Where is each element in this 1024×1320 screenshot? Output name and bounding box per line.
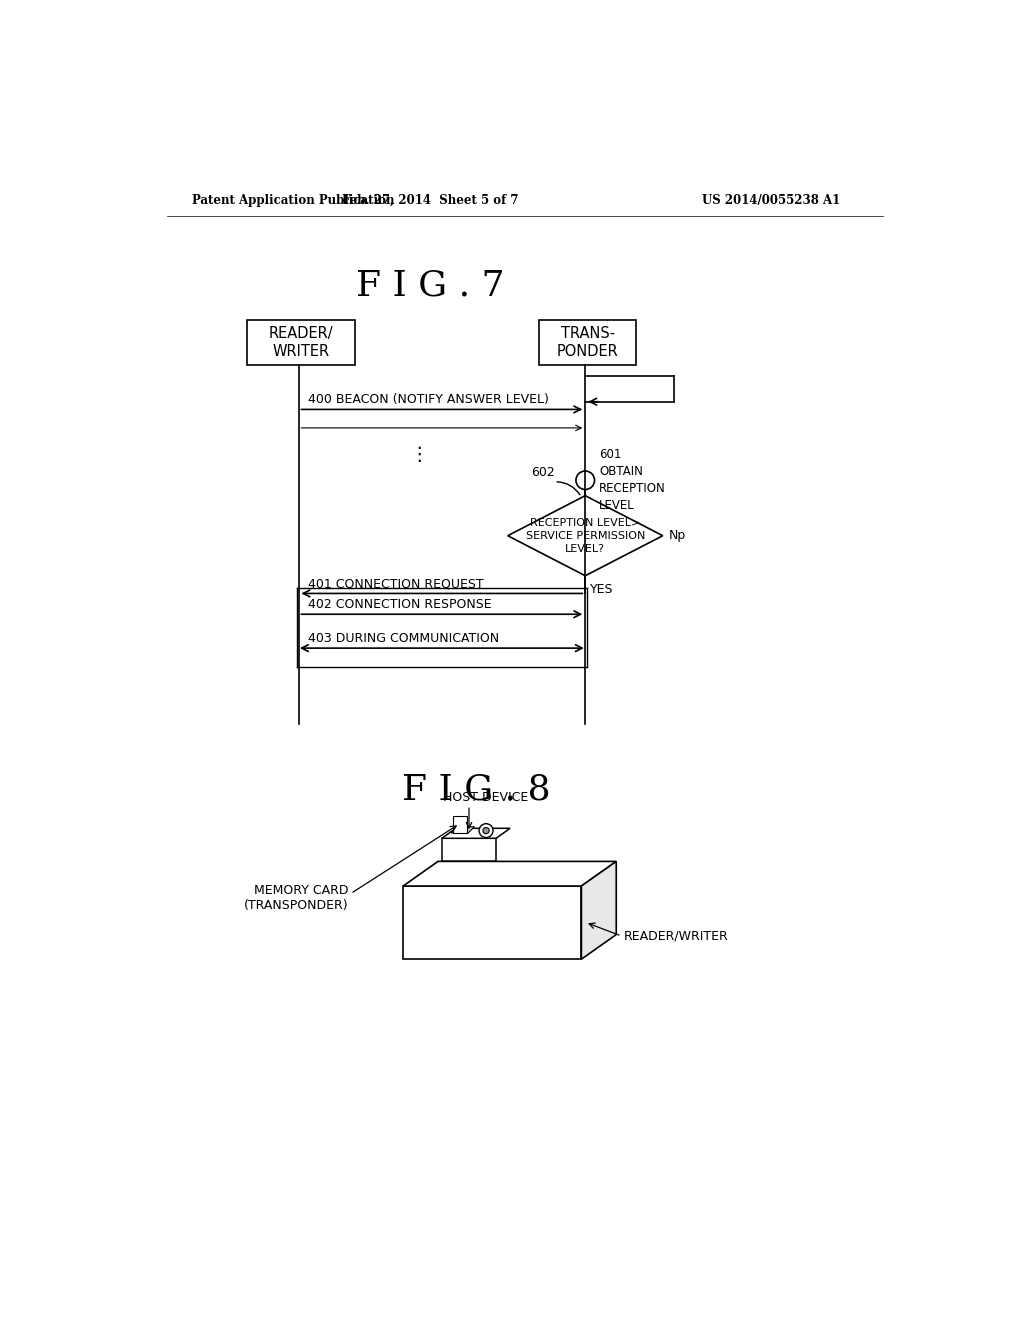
Text: 401 CONNECTION REQUEST: 401 CONNECTION REQUEST [308,577,483,590]
Text: 403 DURING COMMUNICATION: 403 DURING COMMUNICATION [308,632,499,645]
Text: Patent Application Publication: Patent Application Publication [191,194,394,207]
Polygon shape [508,496,663,576]
Text: 601
OBTAIN
RECEPTION
LEVEL: 601 OBTAIN RECEPTION LEVEL [599,449,666,512]
Text: HOST DEVICE: HOST DEVICE [443,791,528,804]
Text: F I G . 8: F I G . 8 [402,772,551,807]
Text: 400 BEACON (NOTIFY ANSWER LEVEL): 400 BEACON (NOTIFY ANSWER LEVEL) [308,393,549,407]
Text: READER/
WRITER: READER/ WRITER [268,326,333,359]
Polygon shape [442,838,496,862]
FancyBboxPatch shape [247,321,355,364]
Text: 402 CONNECTION RESPONSE: 402 CONNECTION RESPONSE [308,598,492,611]
Polygon shape [452,826,474,833]
Text: RECEPTION LEVEL>
SERVICE PERMISSION
LEVEL?: RECEPTION LEVEL> SERVICE PERMISSION LEVE… [525,517,645,554]
Circle shape [575,471,595,490]
FancyBboxPatch shape [539,321,636,364]
Circle shape [483,828,489,834]
Polygon shape [582,862,616,960]
Text: YES: YES [590,583,613,597]
Text: TRANS-
PONDER: TRANS- PONDER [557,326,618,359]
Text: ⋮: ⋮ [409,445,428,465]
Text: Np: Np [669,529,686,543]
Polygon shape [403,862,616,886]
Polygon shape [403,886,582,960]
Polygon shape [453,816,467,833]
Text: Feb. 27, 2014  Sheet 5 of 7: Feb. 27, 2014 Sheet 5 of 7 [342,194,518,207]
Circle shape [479,824,493,838]
Text: 602: 602 [530,466,555,479]
Text: MEMORY CARD
(TRANSPONDER): MEMORY CARD (TRANSPONDER) [245,883,349,912]
Text: US 2014/0055238 A1: US 2014/0055238 A1 [702,194,841,207]
Text: F I G . 7: F I G . 7 [356,268,505,302]
Text: READER/WRITER: READER/WRITER [624,929,729,942]
Polygon shape [442,829,510,838]
